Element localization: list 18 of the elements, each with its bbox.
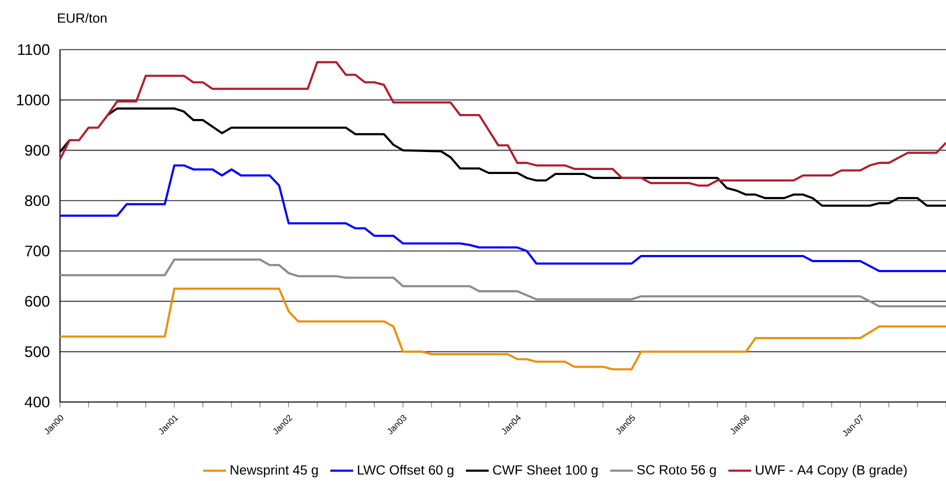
y-tick-label: 600 xyxy=(25,296,50,307)
line-series xyxy=(58,164,946,272)
legend-label: CWF Sheet 100 g xyxy=(493,464,598,478)
y-tick-label: 700 xyxy=(25,246,50,256)
y-tick-label: 400 xyxy=(24,396,50,408)
y-tick-label: 500 xyxy=(25,346,50,358)
y-tick-label: 1000 xyxy=(17,94,50,106)
line-series xyxy=(58,258,946,308)
line-series xyxy=(58,288,946,370)
legend-label: LWC Offset 60 g xyxy=(358,464,454,478)
y-tick-label: 800 xyxy=(25,195,50,206)
legend-label: SC Roto 56 g xyxy=(637,465,716,478)
legend-label: UWF - A4 Copy (B grade) xyxy=(756,464,907,478)
y-axis-title: EUR/ton xyxy=(58,12,106,23)
line-series xyxy=(58,61,946,187)
y-tick-label: 900 xyxy=(25,144,50,156)
legend-label: Newsprint 45 g xyxy=(230,464,318,478)
y-tick-label: 1100 xyxy=(18,44,50,56)
